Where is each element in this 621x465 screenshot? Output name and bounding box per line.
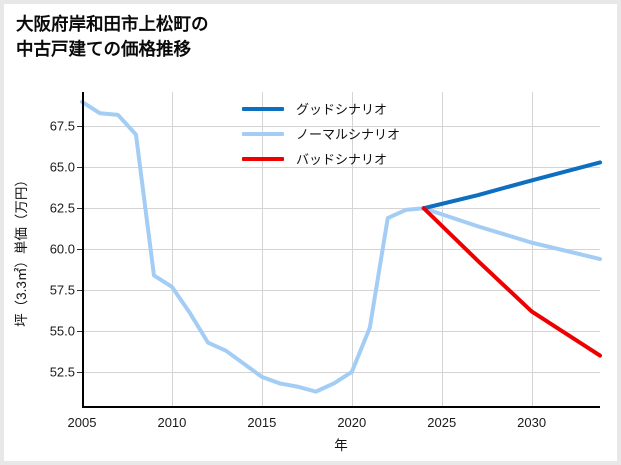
legend-item[interactable]: グッドシナリオ: [242, 96, 400, 121]
series-lines: [80, 99, 602, 394]
y-tick-mark: [77, 249, 82, 251]
y-tick-mark: [77, 331, 82, 333]
legend-color-swatch: [242, 156, 284, 161]
series-line: [421, 160, 602, 211]
gridline-vertical: [351, 92, 353, 408]
y-tick-mark: [77, 167, 82, 169]
gridline-horizontal: [82, 167, 600, 169]
y-tick-mark: [77, 290, 82, 292]
plot-area: 52.5 55.0 57.5 60.0 62.5 65.0 67.5 2005 2010 2015…: [50, 92, 602, 430]
x-tick-label: 2005: [67, 415, 97, 430]
y-tick-label: 60.0: [49, 241, 75, 257]
gridline-horizontal: [82, 208, 600, 210]
y-axis-spine: [82, 92, 84, 408]
y-tick-mark: [77, 371, 82, 373]
x-tick-label: 2030: [517, 415, 547, 430]
legend-item[interactable]: ノーマルシナリオ: [242, 121, 400, 146]
legend-color-swatch: [242, 106, 284, 111]
legend-color-swatch: [242, 131, 284, 136]
gridline-horizontal: [82, 331, 600, 333]
gridline-horizontal: [82, 371, 600, 373]
x-tick-label: 2025: [427, 415, 457, 430]
page-title: 大阪府岸和田市上松町の 中古戸建ての価格推移: [16, 14, 209, 59]
y-tick-label: 57.5: [49, 282, 75, 298]
x-tick-label: 2015: [247, 415, 277, 430]
legend-item[interactable]: バッドシナリオ: [242, 146, 400, 171]
gridline-vertical: [441, 92, 443, 408]
gridline-horizontal: [82, 290, 600, 292]
y-tick-label: 55.0: [49, 323, 75, 339]
gridline-horizontal: [82, 126, 600, 128]
x-tick-label: 2020: [337, 415, 367, 430]
legend-item-label: ノーマルシナリオ: [296, 127, 401, 142]
gridline-vertical: [531, 92, 533, 408]
y-tick-mark: [77, 208, 82, 210]
x-axis-spine: [82, 406, 600, 408]
chart-legend: グッドシナリオ ノーマルシナリオ バッドシナリオ: [242, 96, 400, 171]
y-tick-label: 65.0: [49, 159, 75, 175]
y-tick-label: 52.5: [49, 364, 75, 380]
y-tick-label: 62.5: [49, 200, 75, 216]
x-axis-label: 年: [334, 438, 348, 453]
y-tick-mark: [77, 126, 82, 128]
gridline-horizontal: [82, 249, 600, 251]
gridline-vertical: [261, 92, 263, 408]
legend-item-label: バッドシナリオ: [296, 152, 388, 167]
x-tick-label: 2010: [157, 415, 187, 430]
y-axis-label-text: 坪（3.3㎡）単価（万円）: [14, 173, 29, 327]
legend-item-label: グッドシナリオ: [296, 102, 388, 117]
series-line: [421, 206, 602, 358]
y-axis-label: 坪（3.3㎡）単価（万円）: [10, 92, 30, 408]
gridline-vertical: [171, 92, 173, 408]
y-tick-label: 67.5: [49, 118, 75, 134]
series-line: [80, 99, 602, 394]
